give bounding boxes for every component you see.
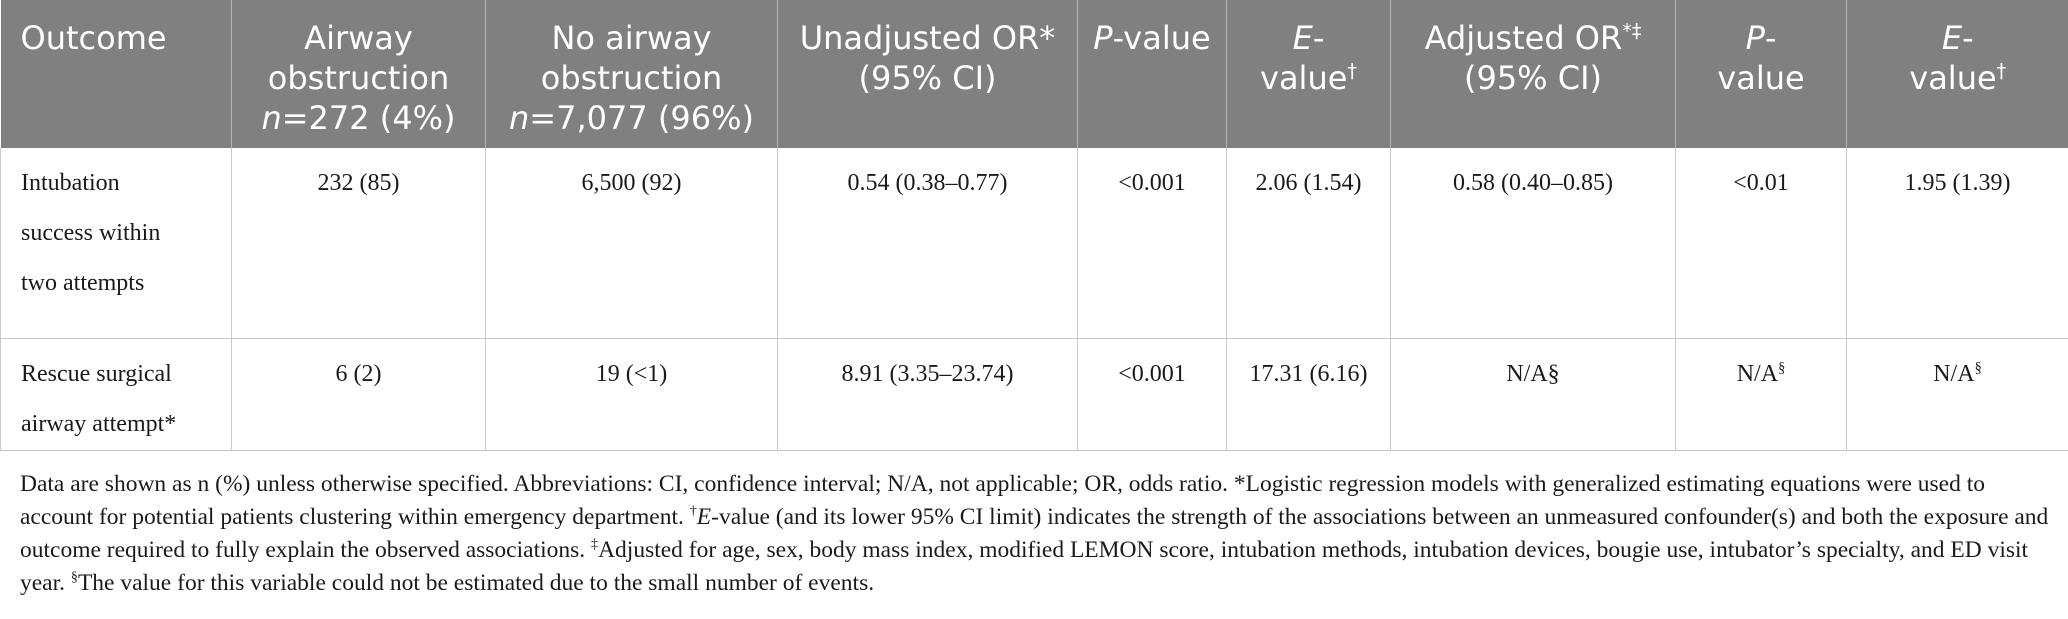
header-unadjusted-or: Unadjusted OR* (95% CI): [777, 0, 1078, 148]
header-outcome: Outcome: [0, 0, 232, 148]
table-row: Rescue surgical airway attempt* 6 (2) 19…: [0, 338, 2068, 451]
no-airway-obstruction-cell: 6,500 (92): [485, 148, 778, 339]
adjusted-e-value-cell: N/A§: [1846, 338, 2068, 451]
unadjusted-or-cell: 8.91 (3.35–23.74): [777, 338, 1078, 451]
airway-obstruction-cell: 232 (85): [231, 148, 486, 339]
outcome-cell: Intubation success within two attempts: [0, 148, 232, 339]
adjusted-or-cell: N/A§: [1390, 338, 1676, 451]
no-airway-obstruction-cell: 19 (<1): [485, 338, 778, 451]
header-airway-obstruction: Airway obstruction n=272 (4%): [231, 0, 486, 148]
header-adjusted-or: Adjusted OR*‡ (95% CI): [1390, 0, 1676, 148]
header-p-value-1: P-value: [1077, 0, 1227, 148]
results-table: Outcome Airway obstruction n=272 (4%) No…: [0, 0, 2068, 451]
header-no-airway-obstruction: No airway obstruction n=7,077 (96%): [485, 0, 778, 148]
header-e-value-2: E- value†: [1846, 0, 2068, 148]
adjusted-e-value-cell: 1.95 (1.39): [1846, 148, 2068, 339]
e-value-cell: 2.06 (1.54): [1226, 148, 1391, 339]
adjusted-p-value-cell: <0.01: [1675, 148, 1847, 339]
header-p-value-2: P- value: [1675, 0, 1847, 148]
header-e-value-1: E- value†: [1226, 0, 1391, 148]
p-value-cell: <0.001: [1077, 148, 1227, 339]
unadjusted-or-cell: 0.54 (0.38–0.77): [777, 148, 1078, 339]
p-value-cell: <0.001: [1077, 338, 1227, 451]
table-footnote: Data are shown as n (%) unless otherwise…: [20, 471, 2049, 596]
adjusted-or-cell: 0.58 (0.40–0.85): [1390, 148, 1676, 339]
airway-obstruction-cell: 6 (2): [231, 338, 486, 451]
adjusted-p-value-cell: N/A§: [1675, 338, 1847, 451]
table-row: Intubation success within two attempts 2…: [0, 148, 2068, 339]
outcome-cell: Rescue surgical airway attempt*: [0, 338, 232, 451]
e-value-cell: 17.31 (6.16): [1226, 338, 1391, 451]
header-row: Outcome Airway obstruction n=272 (4%) No…: [0, 0, 2068, 148]
